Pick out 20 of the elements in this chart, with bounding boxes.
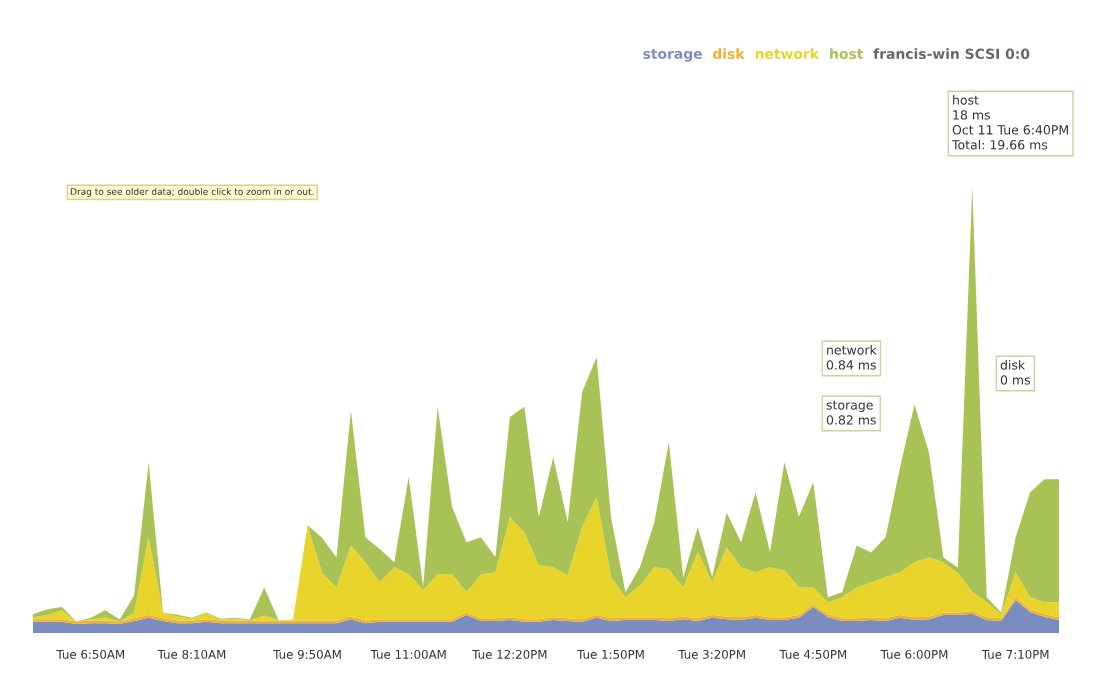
- x-tick-label: Tue 11:00AM: [370, 649, 446, 659]
- x-tick-label: Tue 9:50AM: [273, 649, 341, 659]
- text: storage: [643, 48, 702, 62]
- annotation: storage 0.82 ms: [826, 400, 876, 425]
- annotation: Drag to see older data; double click to zoom in or out.: [70, 188, 314, 197]
- text: host 18 ms Oct 11 Tue 6:40PM Total: 19.66 ms: [951, 95, 1068, 150]
- x-tick-label: Tue 3:20PM: [678, 649, 745, 659]
- text: disk: [712, 48, 745, 60]
- x-tick-label: Tue 12:20PM: [472, 649, 547, 659]
- annotation: network 0.84 ms: [826, 345, 877, 370]
- text: host: [830, 48, 864, 60]
- annotation: disk 0 ms: [1000, 360, 1031, 385]
- x-tick-label: Tue 6:50AM: [56, 649, 124, 659]
- x-tick-label: Tue 8:10AM: [157, 649, 226, 659]
- x-tick-label: Tue 4:50PM: [779, 649, 847, 659]
- x-tick-label: Tue 6:00PM: [880, 649, 948, 659]
- text: network: [755, 48, 820, 60]
- x-tick-label: Tue 1:50PM: [577, 649, 644, 659]
- x-tick-label: Tue 7:10PM: [981, 649, 1049, 659]
- chart-title: francis-win SCSI 0:0: [873, 48, 1030, 60]
